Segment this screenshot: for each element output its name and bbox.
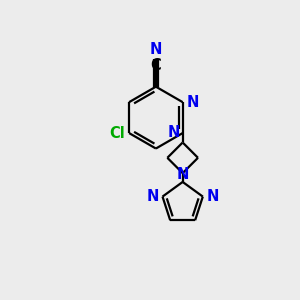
Text: Cl: Cl [109,126,125,141]
Text: N: N [168,125,180,140]
Text: N: N [187,95,199,110]
Text: N: N [176,167,189,182]
Text: N: N [207,188,219,203]
Text: N: N [150,42,162,57]
Text: C: C [150,58,161,73]
Text: N: N [146,188,159,203]
